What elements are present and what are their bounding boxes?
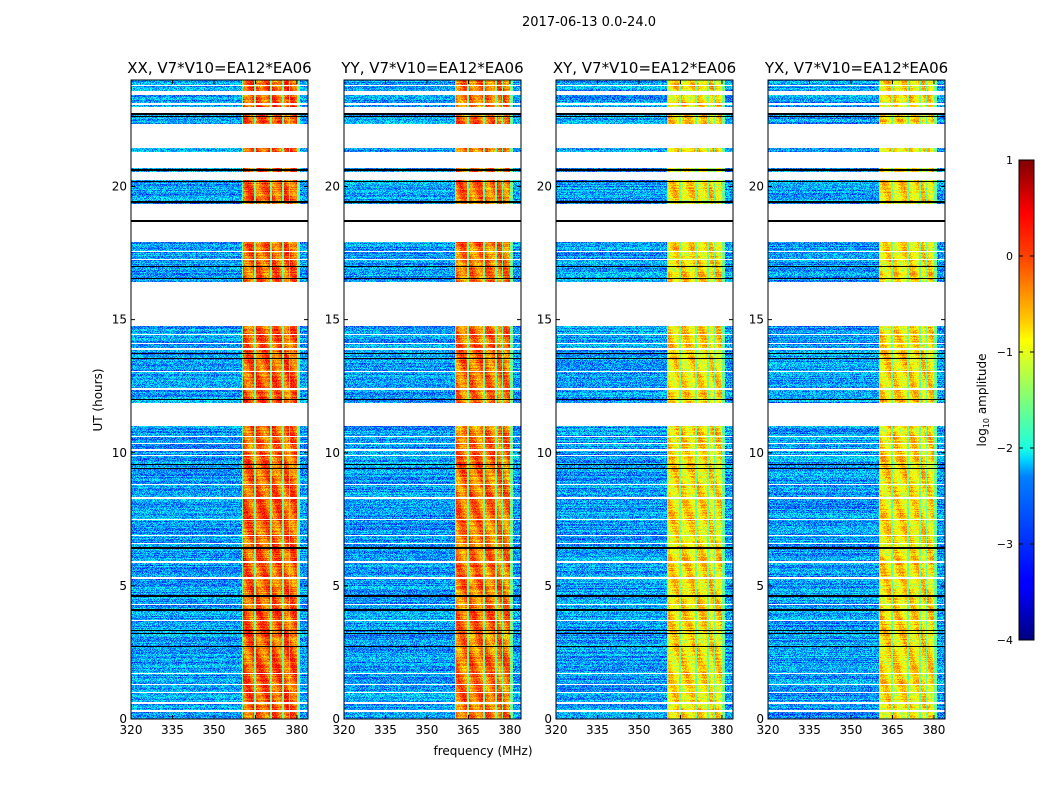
heatmap-panel-2 <box>344 80 521 719</box>
y-tick-label: 0 <box>332 712 340 726</box>
colorbar-tick-label: −2 <box>997 442 1013 455</box>
heatmap-panel-1 <box>131 80 308 719</box>
y-tick-label: 5 <box>544 579 552 593</box>
x-tick-label: 365 <box>669 723 692 737</box>
y-tick-label: 15 <box>537 313 552 327</box>
x-tick-label: 380 <box>710 723 733 737</box>
x-tick-label: 365 <box>457 723 480 737</box>
y-axis-label: UT (hours) <box>91 368 105 431</box>
panel-title: XX, V7*V10=EA12*EA06 <box>127 59 311 77</box>
x-tick-label: 335 <box>586 723 609 737</box>
heatmap-panel-4 <box>768 80 945 719</box>
x-tick-label: 320 <box>120 723 143 737</box>
panel-frame <box>130 79 309 720</box>
x-tick-label: 350 <box>416 723 439 737</box>
y-tick-label: 5 <box>119 579 127 593</box>
x-tick-label: 320 <box>757 723 780 737</box>
panel-title: XY, V7*V10=EA12*EA06 <box>553 59 736 77</box>
panel-3: XY, V7*V10=EA12*EA06 320 335 350 365 380 0 5 10 1… <box>537 59 736 737</box>
panel-title: YY, V7*V10=EA12*EA06 <box>340 59 523 77</box>
x-tick-label: 380 <box>922 723 945 737</box>
x-tick-label: 380 <box>498 723 521 737</box>
x-tick-label: 350 <box>840 723 863 737</box>
y-tick-label: 10 <box>749 446 764 460</box>
panel-1: XX, V7*V10=EA12*EA06 320 335 350 365 380 0 5 10 1… <box>112 59 312 737</box>
y-tick-label: 15 <box>325 313 340 327</box>
colorbar-label: log10 amplitude <box>975 354 991 447</box>
y-tick-label: 10 <box>112 446 127 460</box>
panels: XX, V7*V10=EA12*EA06 320 335 350 365 380 0 5 10 1… <box>112 59 948 737</box>
x-tick-label: 335 <box>161 723 184 737</box>
colorbar: −4 −3 −2 −1 0 1 log10 amplitude <box>975 154 1035 647</box>
panel-4: YX, V7*V10=EA12*EA06 320 335 350 365 380 0 5 10 1… <box>749 59 948 737</box>
x-tick-label: 335 <box>798 723 821 737</box>
panel-2: YY, V7*V10=EA12*EA06 320 335 350 365 380 0 5 10 1… <box>325 59 524 737</box>
y-tick-label: 10 <box>325 446 340 460</box>
y-tick-label: 20 <box>325 180 340 194</box>
x-tick-label: 365 <box>244 723 267 737</box>
heatmap-panel-3 <box>556 80 733 719</box>
y-tick-label: 5 <box>332 579 340 593</box>
y-tick-label: 20 <box>537 180 552 194</box>
panel-frame <box>767 79 946 720</box>
colorbar-tick-label: −1 <box>997 346 1013 359</box>
y-tick-label: 10 <box>537 446 552 460</box>
colorbar-gradient <box>1018 159 1035 641</box>
colorbar-tick-label: −3 <box>997 538 1013 551</box>
y-tick-label: 0 <box>119 712 127 726</box>
y-tick-label: 5 <box>756 579 764 593</box>
x-tick-label: 320 <box>333 723 356 737</box>
x-tick-label: 335 <box>374 723 397 737</box>
panel-title: YX, V7*V10=EA12*EA06 <box>764 59 948 77</box>
x-tick-label: 320 <box>545 723 568 737</box>
y-tick-label: 15 <box>749 313 764 327</box>
y-tick-label: 20 <box>749 180 764 194</box>
panel-frame <box>343 79 522 720</box>
y-tick-label: 0 <box>756 712 764 726</box>
colorbar-tick-label: 0 <box>1006 250 1013 263</box>
x-tick-label: 380 <box>285 723 308 737</box>
y-tick-label: 0 <box>544 712 552 726</box>
colorbar-tick-label: 1 <box>1006 154 1013 167</box>
y-tick-label: 15 <box>112 313 127 327</box>
x-tick-label: 365 <box>881 723 904 737</box>
x-tick-label: 350 <box>203 723 226 737</box>
panel-frame <box>555 79 734 720</box>
x-tick-label: 350 <box>628 723 651 737</box>
x-axis-label: frequency (MHz) <box>433 744 532 758</box>
colorbar-tick-label: −4 <box>997 634 1013 647</box>
y-tick-label: 20 <box>112 180 127 194</box>
figure-title: 2017-06-13 0.0-24.0 <box>522 15 656 30</box>
